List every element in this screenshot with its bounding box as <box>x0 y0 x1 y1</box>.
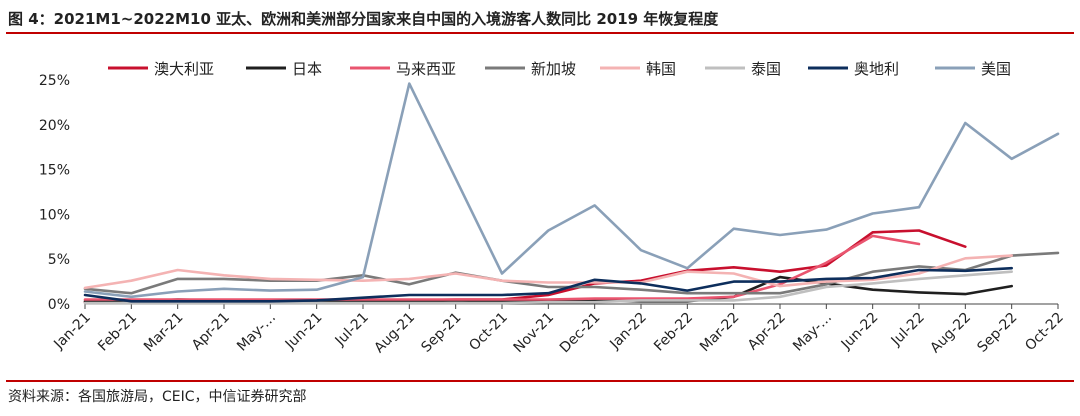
series-line <box>83 270 1013 305</box>
series-line <box>83 254 1013 290</box>
legend-label: 新加坡 <box>531 60 576 78</box>
series-line <box>83 266 1013 303</box>
series-line <box>83 234 921 301</box>
legend-label: 美国 <box>981 60 1011 78</box>
y-axis: 0% 5% 10% 15% 20% 25% <box>39 73 70 313</box>
legend-label: 日本 <box>292 60 322 78</box>
x-tick-label: Aug-22 <box>927 310 974 357</box>
x-tick-label: Jun-22 <box>838 310 882 354</box>
y-tick-label: 0% <box>48 297 70 313</box>
legend-label: 澳大利亚 <box>154 60 214 78</box>
x-tick-label: Oct-22 <box>1022 310 1067 355</box>
x-tick-label: Feb-21 <box>95 310 140 355</box>
series-lines <box>83 82 1060 305</box>
x-tick-label: May-… <box>234 310 279 355</box>
x-tick-label: Sep-22 <box>974 310 1020 356</box>
legend-label: 奥地利 <box>854 60 899 78</box>
legend-label: 韩国 <box>646 60 676 78</box>
x-tick-label: Feb-22 <box>651 310 696 355</box>
figure-title: 图 4：2021M1~2022M10 亚太、欧洲和美洲部分国家来自中国的入境游客… <box>8 10 719 28</box>
x-tick-label: Dec-21 <box>557 310 604 357</box>
chart-legend: 澳大利亚 日本 马来西亚 新加坡 韩国 泰国 奥地利 美国 <box>108 60 1011 78</box>
x-tick-label: Mar-21 <box>141 310 187 356</box>
x-tick-label: Apr-21 <box>189 310 233 354</box>
x-tick-label: Jul-22 <box>888 310 928 350</box>
y-tick-label: 25% <box>39 73 70 89</box>
y-tick-label: 10% <box>39 207 70 223</box>
y-tick-label: 5% <box>48 252 70 268</box>
x-tick-label: Apr-22 <box>745 310 789 354</box>
x-tick-label: May-… <box>790 310 835 355</box>
x-tick-label: Nov-21 <box>511 310 558 357</box>
source-note: 资料来源：各国旅游局，CEIC，中信证券研究部 <box>8 389 307 405</box>
legend-label: 马来西亚 <box>396 60 456 78</box>
x-tick-label: Sep-21 <box>418 310 464 356</box>
x-axis: Jan-21 Feb-21 Mar-21 Apr-21 May-… Jun-21 Jul-2… <box>50 303 1067 357</box>
source-rule <box>6 380 1074 382</box>
y-tick-label: 15% <box>39 163 70 179</box>
x-tick-label: Jan-22 <box>606 310 649 353</box>
y-tick-label: 20% <box>39 118 70 134</box>
legend-label: 泰国 <box>751 60 781 78</box>
x-tick-label: Aug-21 <box>371 310 418 357</box>
series-line <box>83 229 967 304</box>
x-tick-label: Jan-21 <box>50 310 93 353</box>
x-tick-label: Oct-21 <box>466 310 511 355</box>
x-tick-label: Jun-21 <box>282 310 326 354</box>
x-tick-label: Jul-21 <box>332 310 372 350</box>
x-tick-label: Mar-22 <box>697 310 743 356</box>
series-line <box>83 82 1060 299</box>
title-rule <box>6 32 1074 34</box>
